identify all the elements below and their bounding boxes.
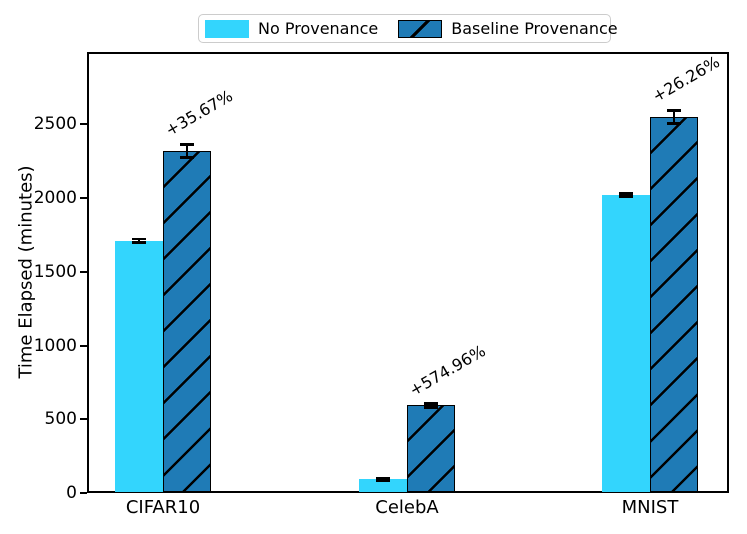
bar-cifar10-no-provenance (115, 240, 163, 492)
bar-mnist-no-provenance (602, 195, 650, 492)
plot-area: +35.67% +574.96% +26.26% (87, 52, 729, 493)
error-bar-cap (667, 122, 681, 126)
legend-swatch-no-provenance (205, 19, 249, 38)
bar-cifar10-baseline-provenance (163, 151, 211, 492)
y-tick-label: 1500 (33, 261, 77, 282)
bar-celeba-baseline-provenance (407, 405, 455, 492)
error-bar-cap (180, 142, 194, 146)
y-tick-label: 2000 (33, 188, 77, 209)
error-bar-cap (424, 402, 438, 406)
axis-spine-top (87, 52, 729, 54)
y-tick-mark (80, 418, 87, 421)
error-bar-stem (430, 403, 432, 408)
y-tick-label: 500 (44, 409, 77, 430)
y-tick-mark (80, 492, 87, 494)
error-bar-cap (667, 109, 681, 112)
y-tick-mark (80, 123, 87, 126)
legend: No Provenance Baseline Provenance (198, 14, 618, 43)
error-bar-cap (180, 156, 194, 160)
y-tick-mark (80, 197, 87, 200)
x-tick-label-cifar10: CIFAR10 (125, 497, 201, 518)
error-bar-stem (673, 110, 675, 124)
annotation-cifar10: +35.67% (162, 86, 236, 141)
error-bar-cap (132, 237, 146, 241)
y-tick-label: 1000 (33, 335, 77, 356)
error-bar-cap (376, 476, 390, 480)
legend-label-baseline-provenance: Baseline Provenance (451, 18, 618, 38)
x-tick-label-mnist: MNIST (621, 497, 679, 518)
legend-swatch-baseline-provenance (398, 19, 443, 38)
error-bar-cap (619, 191, 633, 195)
x-tick-label-celeba: CelebA (375, 497, 439, 518)
error-bar-cap (132, 241, 146, 244)
y-tick-mark (80, 344, 87, 347)
legend-item-no-provenance: No Provenance (205, 18, 379, 38)
error-bar-cap (619, 195, 633, 199)
annotation-mnist: +26.26% (649, 52, 723, 107)
legend-item-baseline-provenance: Baseline Provenance (398, 18, 618, 38)
axis-spine-left (87, 52, 89, 493)
y-tick-label: 0 (66, 483, 77, 503)
axis-spine-right (727, 52, 729, 493)
y-tick-label: 2500 (33, 114, 77, 135)
error-bar-stem (186, 144, 188, 158)
error-bar-stem (625, 193, 627, 197)
annotation-celeba: +574.96% (406, 340, 489, 400)
error-bar-cap (376, 478, 390, 482)
axis-spine-bottom (87, 491, 729, 493)
bar-mnist-baseline-provenance (650, 117, 698, 492)
error-bar-cap (424, 405, 438, 409)
error-bar-stem (138, 238, 140, 243)
bar-celeba-no-provenance (359, 479, 407, 492)
legend-label-no-provenance: No Provenance (258, 18, 379, 38)
y-tick-mark (80, 270, 87, 273)
